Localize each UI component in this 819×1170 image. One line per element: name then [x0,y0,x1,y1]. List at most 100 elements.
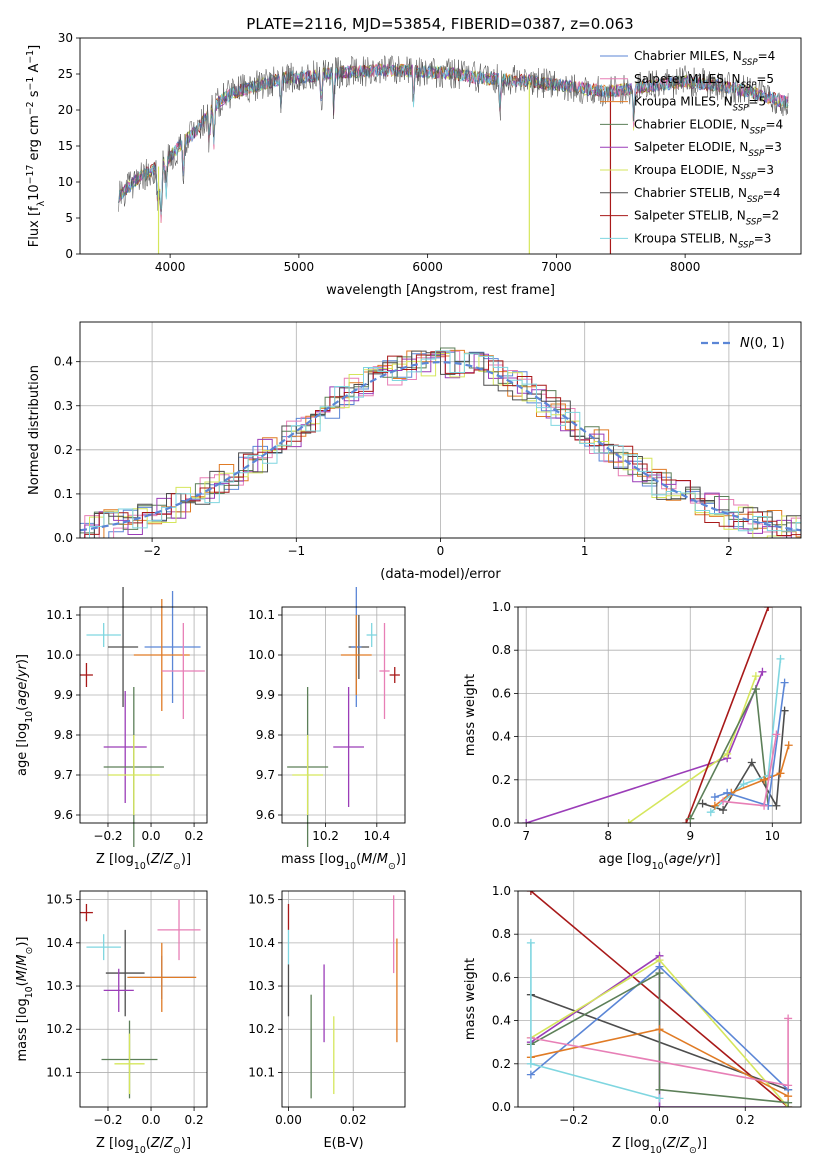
y-axis-label: Normed distribution [27,365,42,495]
y-tick-label: 0.0 [492,1100,511,1114]
x-axis-label: Z [log10(Z/Z⊙)] [96,852,191,872]
legend-entry: Kroupa MILES, NSSP=5 [634,95,766,114]
weight-marker [723,749,732,758]
legend-entry: Chabrier MILES, NSSP=4 [634,49,775,68]
y-tick-label: 0.8 [492,927,511,941]
weight-marker [776,654,785,663]
weight-marker [624,819,633,823]
spectrum-line [118,54,789,212]
x-tick-label: 10.2 [312,829,339,843]
y-tick-label: 10.4 [248,936,275,950]
weight-marker [655,1085,664,1094]
y-tick-label: 0.8 [492,643,511,657]
y-tick-label: 9.9 [256,688,275,702]
x-tick-label: 0.2 [736,1113,755,1127]
y-tick-label: 0.2 [492,1057,511,1071]
error-bar-point [103,968,134,1012]
y-tick-label: 1.0 [492,884,511,898]
error-bar-point [366,623,377,647]
weight-marker [526,938,535,947]
error-bar-point [340,615,372,695]
legend-entry: Salpeter MILES, NSSP=5 [634,72,774,91]
weight-marker [526,1070,535,1079]
weight-marker [751,672,760,681]
x-tick-label: −0.2 [93,1113,122,1127]
y-tick-label: 9.6 [54,808,73,822]
weight-marker [751,685,760,694]
y-tick-label: 10.1 [248,1065,275,1079]
y-tick-label: 10.4 [46,936,73,950]
error-bar-point [107,735,160,815]
weight-marker [719,806,728,815]
y-tick-label: 0.6 [492,686,511,700]
x-tick-label: 1 [581,544,589,558]
weight-marker [739,780,748,789]
axes-frame [517,606,802,824]
histogram-step [84,350,801,538]
histogram-step [89,349,801,538]
y-tick-label: 10.2 [46,1022,73,1036]
legend-entry: Chabrier STELIB, NSSP=4 [634,186,781,205]
weight-marker [772,730,781,739]
legend-entry: Salpeter ELODIE, NSSP=3 [634,140,782,159]
weight-marker [710,793,719,802]
weight-marker [526,1059,535,1068]
error-bar-point [127,942,197,1012]
weight-marker [655,1094,664,1103]
extinction-mass-panel: 0.00 0.02 10.1 10.2 10.3 10.4 10.5 E(B-V) [248,890,406,1151]
error-bar-point [103,691,147,803]
y-tick-label: 5 [65,211,73,225]
metallicity-age-panel: −0.2 0.0 0.2 9.6 9.7 9.8 9.9 10.0 10.1 Z [log10(Z… [15,587,208,872]
axes-frame [281,606,406,824]
legend: Chabrier MILES, NSSP=4 Salpeter MILES, NS… [600,49,783,250]
error-bar-point [80,663,93,687]
y-tick-label: 9.9 [54,688,73,702]
weight-line [685,607,769,823]
y-tick-label: 10 [58,175,73,189]
y-tick-label: 0.3 [54,399,73,413]
weight-marker [760,775,769,784]
x-axis-label: Z [log10(Z/Z⊙)] [96,1136,191,1156]
x-tick-label: 7 [522,829,530,843]
weight-lines [522,607,793,823]
legend-entry: Kroupa STELIB, NSSP=3 [634,231,771,250]
y-tick-label: 0 [65,247,73,261]
error-bar-point [80,903,93,922]
legend-entry: Chabrier ELODIE, NSSP=4 [634,117,783,136]
error-bar-point [133,599,190,711]
y-tick-label: 9.8 [256,728,275,742]
legend-entry: N(0, 1) [740,336,785,351]
y-tick-label: 10.2 [248,1022,275,1036]
x-tick-label: 10 [765,829,780,843]
x-tick-label: 8000 [670,260,701,274]
x-tick-label: −2 [143,544,161,558]
weight-lines [526,891,793,1107]
y-tick-label: 0.4 [492,1014,511,1028]
x-tick-label: 0.00 [275,1113,302,1127]
y-tick-label: 10.3 [248,979,275,993]
y-tick-label: 0.0 [54,531,73,545]
weight-marker [780,678,789,687]
weight-marker [526,891,535,895]
weight-line [530,971,789,1104]
mass-age-panel: 10.2 10.4 9.6 9.7 9.8 9.9 10.0 10.1 mass [log10(… [248,587,406,872]
error-bar-point [114,1033,145,1095]
axes-frame [79,606,208,824]
y-tick-label: 9.7 [256,768,275,782]
y-tick-label: 0.4 [492,730,511,744]
x-tick-label: 2 [725,544,733,558]
weight-marker [747,758,756,767]
y-tick-label: 10.0 [46,648,73,662]
error-bar-point [161,623,205,719]
figure-title: PLATE=2116, MJD=53854, FIBERID=0387, z=0… [246,15,633,33]
x-tick-label: 6000 [412,260,443,274]
weight-marker [710,801,719,810]
x-axis-label: Z [log10(Z/Z⊙)] [612,1136,707,1156]
weight-marker [723,788,732,797]
metallicity-mass-panel: −0.2 0.0 0.2 10.1 10.2 10.3 10.4 10.5 Z [log10(Z… [15,890,208,1156]
histograms [80,347,801,538]
weight-marker [655,1103,664,1107]
weight-marker [760,801,769,810]
y-tick-label: 9.7 [54,768,73,782]
x-axis-label: age [log10(age/yr)] [598,852,720,872]
